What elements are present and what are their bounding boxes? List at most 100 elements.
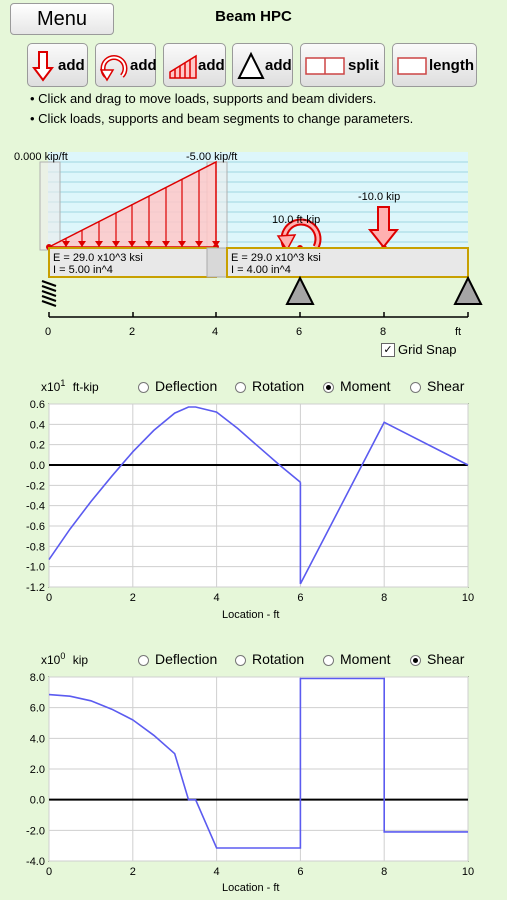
moment-y-tick-label: 0.6 [30, 399, 45, 411]
down-arrow-icon [32, 51, 54, 82]
moment-x-tick-label: 10 [462, 592, 474, 604]
beam-segment-2[interactable]: E = 29.0 x10^3 ksi I = 4.00 in^4 [226, 247, 469, 278]
moment-marks [48, 406, 469, 585]
shear-x-tick-label: 10 [462, 866, 474, 878]
radio-rotation-label-2: Rotation [252, 651, 305, 667]
add-moment-label: add [130, 57, 157, 74]
pin-support-6ft[interactable] [285, 275, 315, 305]
beam-divider-handle[interactable] [206, 247, 228, 278]
add-distributed-load-label: add [198, 57, 225, 74]
shear-plot: 8.0 6.0 4.0 2.0 0.0 -2.0 -4.0 0 2 4 6 8 10 Location… [26, 672, 474, 894]
instructions: • Click and drag to move loads, supports… [30, 89, 413, 129]
beam-tick-4: 4 [212, 326, 218, 338]
dist-load-start-handle[interactable] [39, 161, 61, 251]
radio-rotation[interactable] [235, 382, 246, 393]
moment-y-tick-label: -0.6 [26, 521, 45, 533]
split-segment-button[interactable]: split [300, 43, 385, 87]
moment-x-tick-label: 0 [46, 592, 52, 604]
radio-deflection-label-2: Deflection [155, 651, 218, 667]
grid-snap-label: Grid Snap [398, 342, 457, 357]
shear-y-tick-label: 4.0 [30, 733, 45, 745]
grid-snap-checkbox[interactable]: ✓ [381, 343, 395, 357]
beam-tick-6: 6 [296, 326, 302, 338]
radio-moment[interactable] [323, 382, 334, 393]
moment-grid [48, 403, 469, 588]
radio-rotation-label: Rotation [252, 378, 305, 394]
add-support-label: add [265, 57, 292, 74]
radio-rotation-2[interactable] [235, 655, 246, 666]
point-load-value: -10.0 kip [358, 191, 400, 203]
moment-plot: 0.6 0.4 0.2 0.0 -0.2 -0.4 -0.6 -0.8 -1.0 -1.2 0 2 4… [26, 399, 474, 621]
shear-x-tick-label: 6 [297, 866, 303, 878]
moment-y-tick-label: 0.0 [30, 460, 45, 472]
moment-y-tick-label: -1.2 [26, 582, 45, 594]
radio-deflection[interactable] [138, 382, 149, 393]
moment-y-tick-label: -1.0 [26, 562, 45, 574]
shear-x-tick-label: 8 [381, 866, 387, 878]
dist-load-end-value: -5.00 kip/ft [186, 151, 237, 163]
radio-moment-label-2: Moment [340, 651, 391, 667]
moment-plot-area [48, 403, 469, 588]
moment-x-tick-label: 6 [297, 592, 303, 604]
shear-y-ticks: 8.0 6.0 4.0 2.0 0.0 -2.0 -4.0 [26, 672, 45, 868]
beam-axis [48, 312, 469, 318]
dist-load-start-value: 0.000 kip/ft [14, 151, 68, 163]
radio-moment-label: Moment [340, 378, 391, 394]
moment-plot-options: x101 ft-kip Deflection Rotation Moment S… [0, 378, 507, 398]
moment-arrow-icon [100, 55, 128, 82]
shear-x-tick-label: 4 [214, 866, 220, 878]
moment-y-tick-label: -0.8 [26, 541, 45, 553]
shear-plot-options: x100 kip Deflection Rotation Moment Shea… [0, 651, 507, 671]
add-point-load-label: add [58, 57, 85, 74]
instruction-click: • Click loads, supports and beam segment… [30, 111, 414, 126]
shear-y-tick-label: 8.0 [30, 672, 45, 684]
beam-length-button[interactable]: length [392, 43, 477, 87]
menu-button[interactable]: Menu [10, 3, 114, 35]
distributed-load-icon [169, 54, 197, 79]
moment-load[interactable] [276, 218, 322, 252]
beam-axis-unit: ft [455, 326, 461, 338]
pin-support-10ft[interactable] [453, 275, 483, 305]
moment-series-line-0 [48, 406, 301, 561]
segment2-I: I = 4.00 in^4 [231, 264, 291, 276]
moment-x-tick-label: 4 [214, 592, 220, 604]
moment-y-ticks: 0.6 0.4 0.2 0.0 -0.2 -0.4 -0.6 -0.8 -1.0 -1.2 [26, 399, 45, 594]
shear-x-tick-label: 0 [46, 866, 52, 878]
beam-length-icon [397, 57, 427, 75]
length-label: length [429, 57, 474, 74]
moment-x-tick-label: 8 [381, 592, 387, 604]
shear-y-tick-label: 0.0 [30, 795, 45, 807]
radio-moment-2[interactable] [323, 655, 334, 666]
moment-x-label: Location - ft [222, 609, 279, 621]
beam-tick-2: 2 [129, 326, 135, 338]
shear-y-tick-label: -2.0 [26, 825, 45, 837]
radio-shear-label-2: Shear [427, 651, 465, 667]
moment-load-value: 10.0 ft-kip [272, 214, 320, 226]
radio-deflection-2[interactable] [138, 655, 149, 666]
shear-plot-exponent: x100 kip [41, 651, 89, 667]
radio-shear[interactable] [410, 382, 421, 393]
moment-series-line-1 [299, 421, 469, 585]
add-support-button[interactable]: add [232, 43, 293, 87]
moment-y-tick-label: -0.2 [26, 480, 45, 492]
radio-shear-label: Shear [427, 378, 465, 394]
moment-y-tick-label: 0.4 [30, 419, 45, 431]
beam-diagram[interactable]: 0.000 kip/ft -5.00 kip/ft 10.0 ft-kip -1… [0, 140, 507, 340]
shear-series-line-0 [48, 677, 468, 849]
moment-x-ticks: 0 2 4 6 8 10 [46, 592, 474, 604]
segment1-I: I = 5.00 in^4 [53, 264, 113, 276]
radio-deflection-label: Deflection [155, 378, 218, 394]
moment-plot-exponent: x101 ft-kip [41, 378, 99, 394]
fixed-support[interactable] [41, 280, 57, 307]
moment-x-tick-label: 2 [130, 592, 136, 604]
segment1-E: E = 29.0 x10^3 ksi [53, 252, 143, 264]
triangle-support-icon [237, 51, 265, 79]
moment-y-tick-label: -0.4 [26, 501, 45, 513]
add-point-load-button[interactable]: add [27, 43, 88, 87]
add-distributed-load-button[interactable]: add [163, 43, 226, 87]
add-moment-button[interactable]: add [95, 43, 157, 87]
beam-tick-8: 8 [380, 326, 386, 338]
radio-shear-2[interactable] [410, 655, 421, 666]
beam-segment-1[interactable]: E = 29.0 x10^3 ksi I = 5.00 in^4 [48, 247, 217, 278]
shear-y-tick-label: -4.0 [26, 856, 45, 868]
